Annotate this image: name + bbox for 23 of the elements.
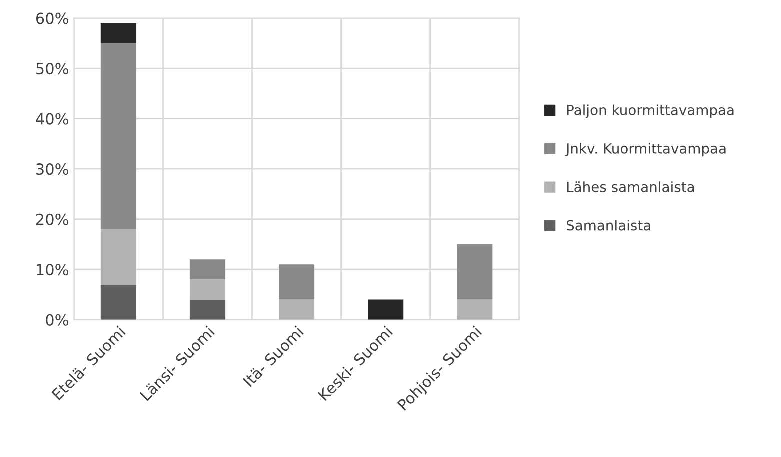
bar — [278, 264, 315, 300]
y-tick-label: 40% — [36, 113, 68, 125]
legend-label: Paljon kuormittavampaa — [567, 104, 734, 118]
y-tick-label: 50% — [36, 63, 68, 75]
y-tick-label: 60% — [36, 12, 68, 24]
bar — [100, 43, 137, 230]
bar — [457, 300, 493, 320]
bar — [457, 244, 493, 300]
legend-label: Lähes samanlaista — [567, 182, 694, 192]
y-tick-label: 0% — [46, 314, 68, 326]
bar — [190, 280, 226, 300]
bar — [100, 229, 137, 285]
bar — [278, 300, 315, 320]
legend-label: Samanlaista — [566, 220, 650, 231]
y-tick-label: 10% — [37, 264, 68, 276]
bar — [368, 300, 404, 320]
legend-label: Jnkv. Kuormittavampaa — [565, 143, 726, 157]
bar — [100, 284, 137, 320]
y-tick-label: 20% — [36, 214, 68, 226]
y-tick-label: 30% — [36, 164, 68, 176]
bar — [100, 23, 137, 44]
bar — [190, 260, 226, 280]
bar — [190, 300, 226, 320]
